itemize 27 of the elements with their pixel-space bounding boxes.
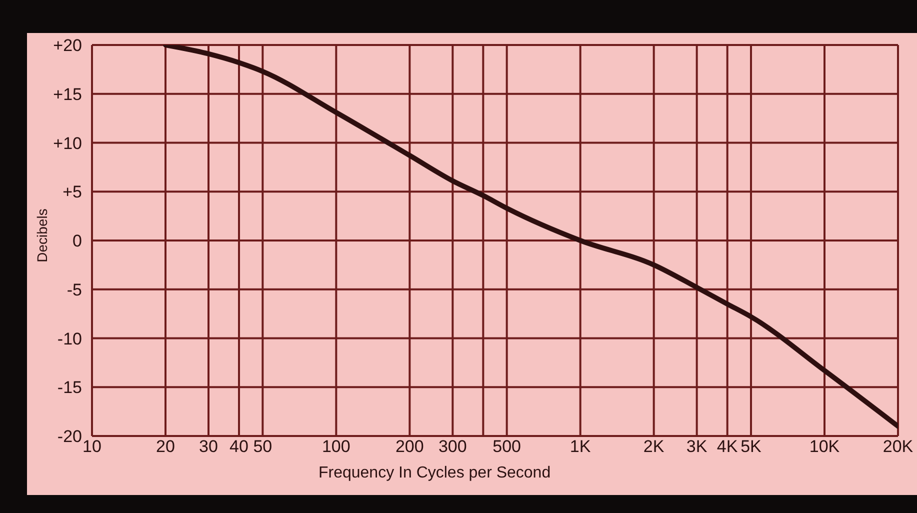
y-tick-label: +15 [53,84,82,104]
y-tick-label: -10 [57,329,82,348]
x-tick-label: 20 [156,437,175,456]
x-tick-label: 5K [740,437,762,456]
x-tick-label: 50 [253,437,272,456]
x-tick-label: 10 [82,437,102,456]
x-tick-label: 200 [395,437,424,456]
y-tick-label: +5 [62,182,82,202]
x-tick-label: 10K [809,437,840,456]
x-tick-label: 500 [492,437,522,456]
y-axis-title: Decibels [34,208,50,262]
x-tick-label: 3K [686,437,708,456]
x-tick-label: 1K [570,437,592,456]
x-tick-label: 30 [199,437,218,456]
y-tick-label: -15 [57,378,82,398]
y-tick-label: +10 [53,134,82,153]
y-tick-label: +20 [53,36,82,56]
x-tick-label: 20K [882,437,914,456]
x-axis-title: Frequency In Cycles per Second [318,464,551,482]
x-tick-label: 2K [643,437,665,456]
x-tick-label: 4K [716,437,738,456]
x-tick-label: 300 [438,437,467,456]
x-tick-label: 100 [322,437,350,456]
y-tick-label: -5 [66,280,82,300]
x-tick-label: 40 [230,437,248,456]
y-tick-label: 0 [72,232,82,251]
y-tick-label: -20 [57,427,82,446]
